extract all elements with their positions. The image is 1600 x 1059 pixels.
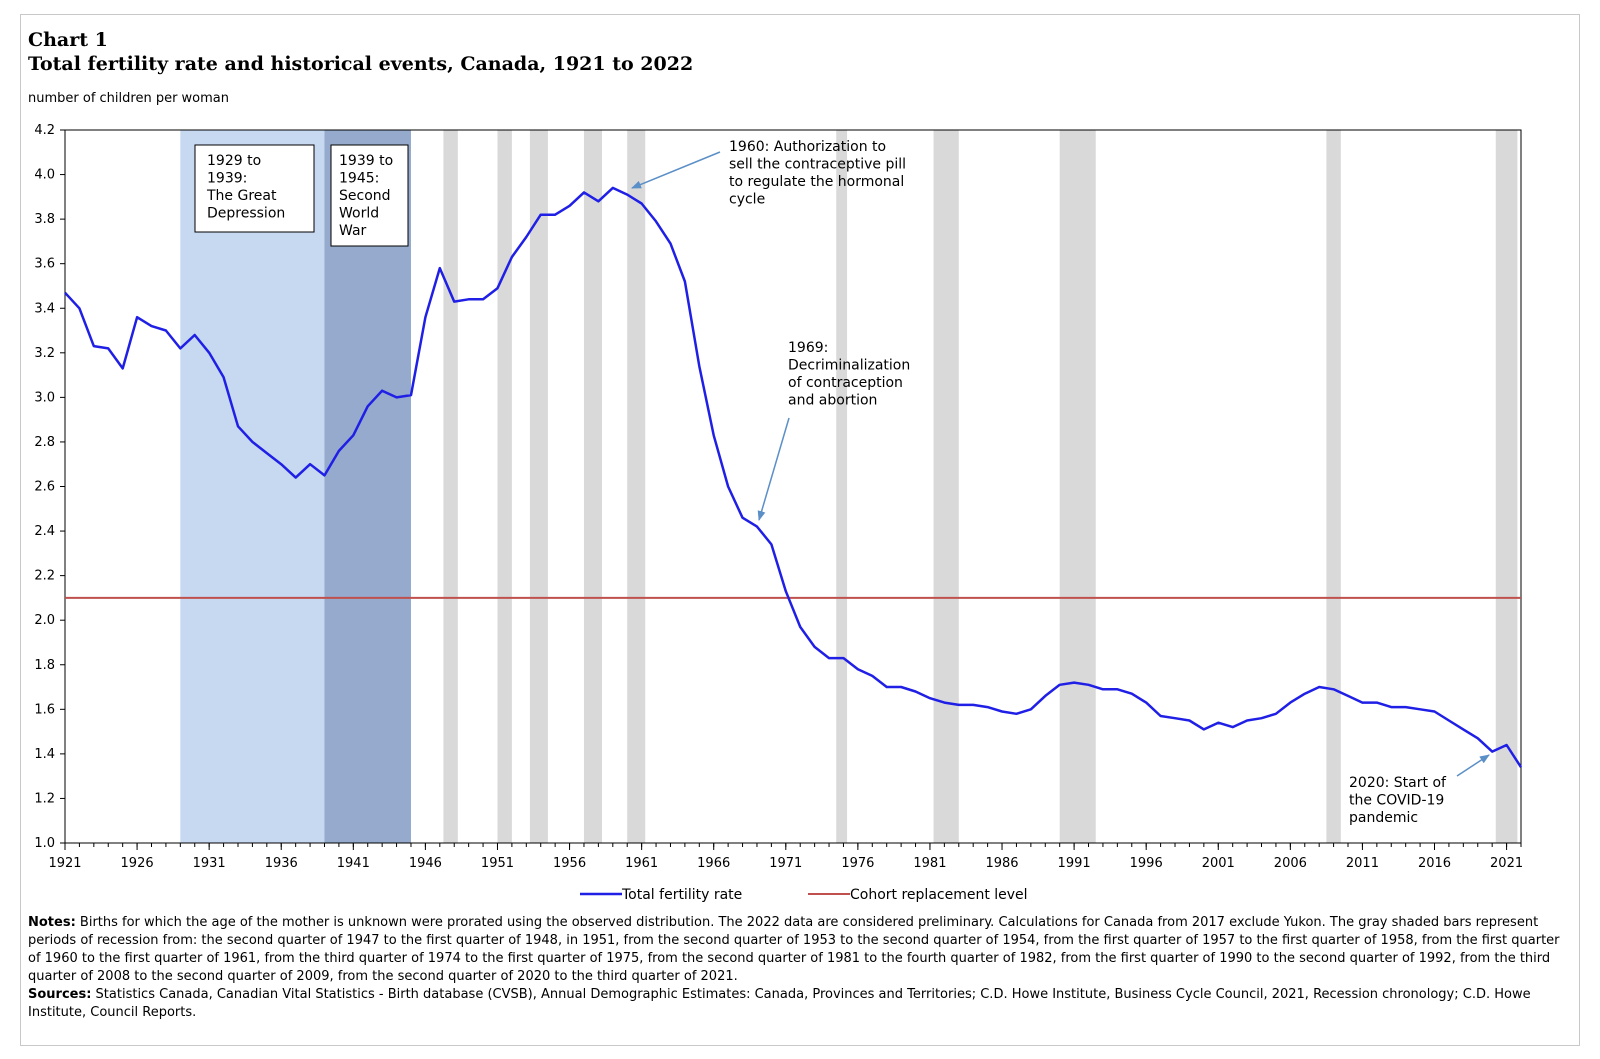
covid-annotation-line: pandemic [1349, 810, 1418, 826]
decrim-annotation-line: and abortion [788, 393, 877, 409]
y-tick-label: 1.2 [34, 791, 55, 806]
pill-annotation-line: to regulate the hormonal [729, 174, 904, 190]
ww2-annotation: 1939 to 1945: Second World War [339, 153, 393, 239]
y-axis-unit-label: number of children per woman [28, 91, 230, 106]
depression-annotation-line: The Great [206, 188, 277, 204]
x-tick-label: 2006 [1274, 856, 1307, 871]
y-tick-label: 2.8 [34, 435, 55, 450]
recession-bar [583, 130, 602, 843]
recession-bar [933, 130, 959, 843]
y-tick-label: 4.2 [34, 123, 55, 138]
y-tick-label: 2.0 [34, 613, 55, 628]
notes-label: Notes: [28, 915, 76, 930]
decrim-arrow [757, 417, 790, 521]
pill-annotation-line: cycle [729, 192, 765, 208]
y-tick-label: 3.6 [34, 257, 55, 272]
y-tick-label: 3.4 [34, 301, 55, 316]
y-tick-label: 3.2 [34, 346, 55, 361]
covid-arrow [1456, 754, 1490, 777]
depression-annotation-line: 1939: [207, 171, 247, 187]
y-tick-label: 3.8 [34, 212, 55, 227]
x-tick-label: 1996 [1130, 856, 1163, 871]
y-tick-label: 1.6 [34, 702, 55, 717]
x-tick-label: 1926 [121, 856, 154, 871]
recession-bar [443, 130, 458, 843]
legend: Total fertility rate Cohort replacement l… [580, 887, 1028, 903]
ww2-annotation-box [330, 144, 409, 247]
decrim-annotation-line: 1969: [788, 340, 828, 356]
legend-tfr-label: Total fertility rate [621, 887, 742, 903]
pill-annotation-line: sell the contraceptive pill [729, 157, 906, 173]
chart-title: Total fertility rate and historical even… [28, 53, 694, 75]
legend-replacement-label: Cohort replacement level [850, 887, 1028, 903]
x-tick-label: 1976 [841, 856, 874, 871]
ww2-annotation-line: World [339, 206, 379, 222]
sources-paragraph: Sources: Statistics Canada, Canadian Vit… [28, 986, 1568, 1022]
recession-bar [497, 130, 512, 843]
y-tick-label: 1.8 [34, 658, 55, 673]
ww2-annotation-line: Second [339, 188, 391, 204]
shaded-periods [180, 130, 1518, 843]
sources-label: Sources: [28, 987, 92, 1002]
x-tick-label: 1941 [337, 856, 370, 871]
covid-annotation-line: 2020: Start of [1349, 775, 1447, 791]
pill-annotation: 1960: Authorization to sell the contracep… [729, 139, 906, 208]
x-tick-label: 1961 [625, 856, 658, 871]
depression-annotation-line: 1929 to [207, 153, 261, 169]
covid-annotation-line: the COVID-19 [1349, 793, 1444, 809]
depression-annotation-line: Depression [207, 206, 285, 222]
x-tick-label: 2001 [1202, 856, 1235, 871]
notes-block: Notes: Births for which the age of the m… [28, 914, 1568, 1022]
x-tick-label: 2011 [1346, 856, 1379, 871]
x-tick-label: 1986 [985, 856, 1018, 871]
depression-annotation: 1929 to 1939: The Great Depression [206, 153, 285, 222]
chart-number: Chart 1 [28, 29, 108, 51]
recession-bar [836, 130, 848, 843]
depression-annotation-box [194, 144, 315, 233]
x-tick-label: 1946 [409, 856, 442, 871]
sources-text: Statistics Canada, Canadian Vital Statis… [28, 987, 1531, 1020]
x-tick-label: 1966 [697, 856, 730, 871]
y-tick-label: 1.0 [34, 836, 55, 851]
y-tick-label: 1.4 [34, 747, 55, 762]
recession-bar [1495, 130, 1518, 843]
x-tick-label: 2016 [1418, 856, 1451, 871]
ww2-annotation-line: 1945: [339, 171, 379, 187]
x-tick-label: 1936 [265, 856, 298, 871]
y-tick-label: 2.6 [34, 480, 55, 495]
decrim-annotation-line: of contraception [788, 375, 903, 391]
recession-bar [1326, 130, 1341, 843]
recession-bar [1059, 130, 1096, 843]
axes: 1.0 1.2 1.4 1.6 1.8 2.0 2.2 2.4 2.6 2.8 3.0 3.2 3.4 3… [34, 123, 1523, 871]
y-tick-label: 2.2 [34, 569, 55, 584]
fertility-chart: 1.0 1.2 1.4 1.6 1.8 2.0 2.2 2.4 2.6 2.8 3.0 3.2 3.4 3… [34, 123, 1523, 903]
decrim-annotation: 1969: Decriminalization of contraception an… [788, 340, 910, 409]
y-tick-label: 4.0 [34, 168, 55, 183]
pill-annotation-line: 1960: Authorization to [729, 139, 886, 155]
y-tick-label: 3.0 [34, 390, 55, 405]
recession-bar [627, 130, 646, 843]
pill-arrow [631, 151, 721, 189]
x-tick-label: 2021 [1490, 856, 1523, 871]
tfr-line [64, 186, 1523, 768]
x-tick-label: 1991 [1058, 856, 1091, 871]
ww2-band [324, 130, 411, 843]
depression-band [180, 130, 325, 843]
covid-annotation: 2020: Start of the COVID-19 pandemic [1349, 775, 1447, 826]
x-tick-label: 1931 [193, 856, 226, 871]
x-tick-label: 1951 [481, 856, 514, 871]
series-lines [64, 186, 1523, 768]
recession-bar [529, 130, 548, 843]
decrim-annotation-line: Decriminalization [788, 358, 910, 374]
notes-paragraph: Notes: Births for which the age of the m… [28, 914, 1568, 986]
x-tick-label: 1956 [553, 856, 586, 871]
x-tick-label: 1971 [769, 856, 802, 871]
x-tick-label: 1921 [48, 856, 81, 871]
x-tick-label: 1981 [913, 856, 946, 871]
ww2-annotation-line: 1939 to [339, 153, 393, 169]
y-tick-label: 2.4 [34, 524, 55, 539]
notes-text: Births for which the age of the mother i… [28, 915, 1560, 984]
ww2-annotation-line: War [339, 223, 367, 239]
